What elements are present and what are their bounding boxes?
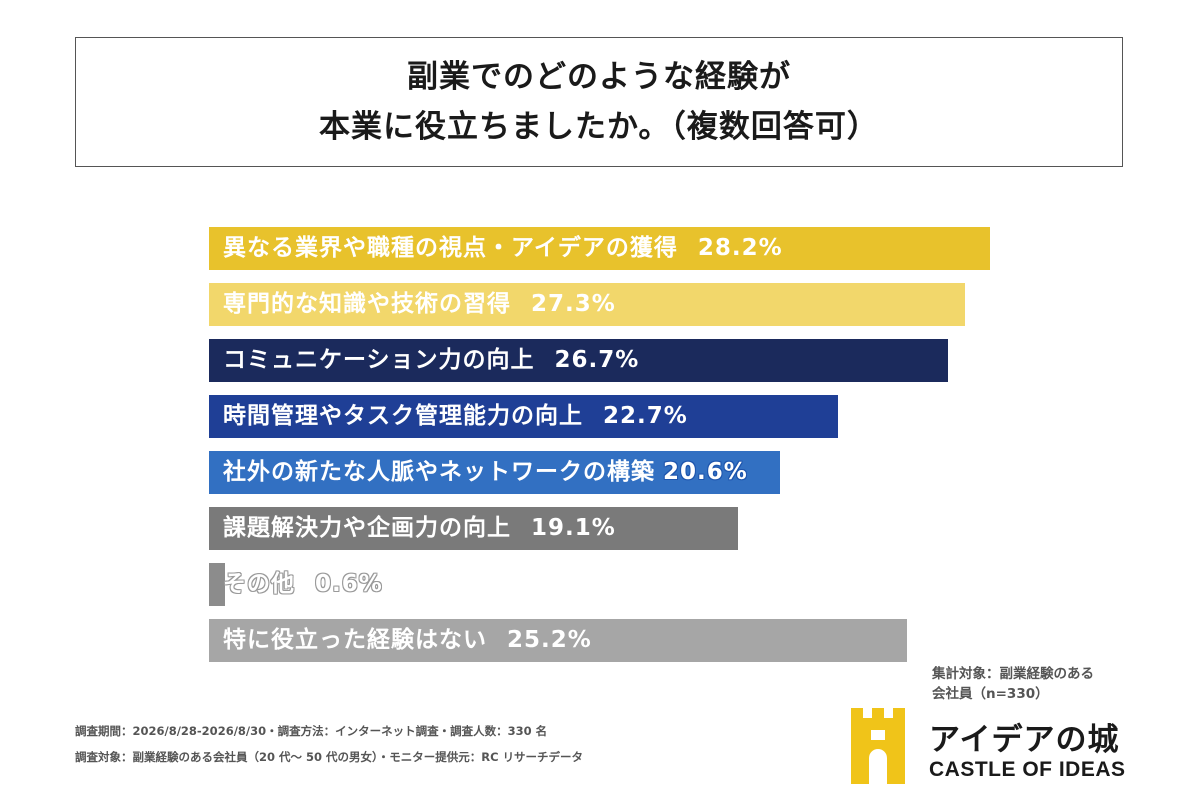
- survey-period-note: 調査期間：2026/8/28-2026/8/30・調査方法：インターネット調査・…: [75, 724, 548, 738]
- bar: [209, 227, 990, 270]
- bar-label: 専門的な知識や技術の習得 27.3%: [223, 283, 616, 326]
- bar-label: 社外の新たな人脈やネットワークの構築 20.6%: [223, 451, 748, 494]
- bar-label: 特に役立った経験はない 25.2%: [223, 619, 592, 662]
- category-label: 専門的な知識や技術の習得: [223, 291, 511, 317]
- value-label: 20.6%: [663, 459, 748, 485]
- category-label: 課題解決力や企画力の向上: [223, 515, 511, 541]
- survey-target-note: 調査対象：副業経験のある会社員（20 代〜 50 代の男女）・モニター提供元：R…: [75, 750, 584, 764]
- category-label: 特に役立った経験はない: [223, 627, 487, 653]
- sample-note-line1: 集計対象：副業経験のある: [932, 666, 1094, 682]
- value-label: 25.2%: [507, 627, 592, 653]
- value-label: 22.7%: [603, 403, 688, 429]
- value-label: 26.7%: [554, 347, 640, 373]
- sample-note: 集計対象：副業経験のある 会社員（n=330）: [932, 664, 1094, 704]
- category-label: 社外の新たな人脈やネットワークの構築: [223, 459, 655, 485]
- value-label: 28.2%: [697, 235, 783, 261]
- bar: [209, 507, 738, 550]
- sample-note-line2: 会社員（n=330）: [932, 686, 1049, 702]
- category-label: コミュニケーション力の向上: [223, 347, 535, 373]
- bar: [209, 451, 780, 494]
- bar-label: 課題解決力や企画力の向上 19.1%: [223, 507, 616, 550]
- bar: [209, 283, 966, 326]
- bar-label: コミュニケーション力の向上 26.7%: [223, 339, 639, 382]
- title-box: 副業でのどのような経験が 本業に役立ちましたか。（複数回答可）: [75, 37, 1123, 167]
- chart-title-line1: 副業でのどのような経験が: [407, 59, 791, 95]
- category-label: その他: [223, 571, 295, 597]
- bar: [209, 563, 225, 606]
- logo: アイデアの城 CASTLE OF IDEAS: [851, 708, 1141, 784]
- category-label: 時間管理やタスク管理能力の向上: [223, 403, 583, 429]
- bar-label: 異なる業界や職種の視点・アイデアの獲得 28.2%: [223, 227, 783, 270]
- value-label: 27.3%: [531, 291, 616, 317]
- bar-label: その他 0.6%: [223, 563, 383, 606]
- bar: [209, 619, 907, 662]
- logo-name-en: CASTLE OF IDEAS: [929, 758, 1126, 781]
- value-label: 19.1%: [531, 515, 616, 541]
- value-label: 0.6%: [315, 571, 383, 597]
- bar-label: 時間管理やタスク管理能力の向上 22.7%: [223, 395, 688, 438]
- logo-name-ja: アイデアの城: [929, 722, 1120, 758]
- chart-title-line2: 本業に役立ちましたか。（複数回答可）: [319, 109, 879, 145]
- category-label: 異なる業界や職種の視点・アイデアの獲得: [223, 235, 678, 261]
- bar: [209, 339, 949, 382]
- castle-tower-icon: [851, 708, 905, 784]
- bar: [209, 395, 838, 438]
